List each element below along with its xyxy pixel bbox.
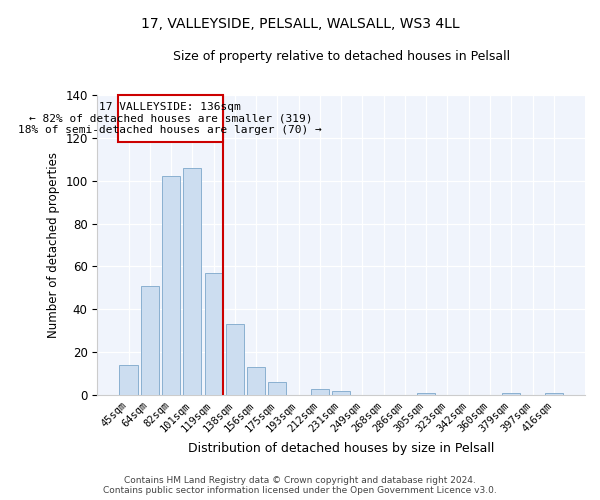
Text: Contains HM Land Registry data © Crown copyright and database right 2024.
Contai: Contains HM Land Registry data © Crown c… [103,476,497,495]
Text: 17, VALLEYSIDE, PELSALL, WALSALL, WS3 4LL: 17, VALLEYSIDE, PELSALL, WALSALL, WS3 4L… [140,18,460,32]
Bar [205,273,223,395]
Bar [226,324,244,395]
Bar [311,389,329,395]
Bar [141,286,159,395]
Bar [119,365,137,395]
FancyBboxPatch shape [118,94,223,142]
Title: Size of property relative to detached houses in Pelsall: Size of property relative to detached ho… [173,50,510,63]
Bar [332,391,350,395]
Bar [502,393,520,395]
Bar [545,393,563,395]
Bar [183,168,202,395]
X-axis label: Distribution of detached houses by size in Pelsall: Distribution of detached houses by size … [188,442,494,455]
Y-axis label: Number of detached properties: Number of detached properties [47,152,59,338]
Bar [247,368,265,395]
Bar [417,393,435,395]
Bar [162,176,180,395]
Text: 17 VALLEYSIDE: 136sqm
← 82% of detached houses are smaller (319)
18% of semi-det: 17 VALLEYSIDE: 136sqm ← 82% of detached … [19,102,322,135]
Bar [268,382,286,395]
